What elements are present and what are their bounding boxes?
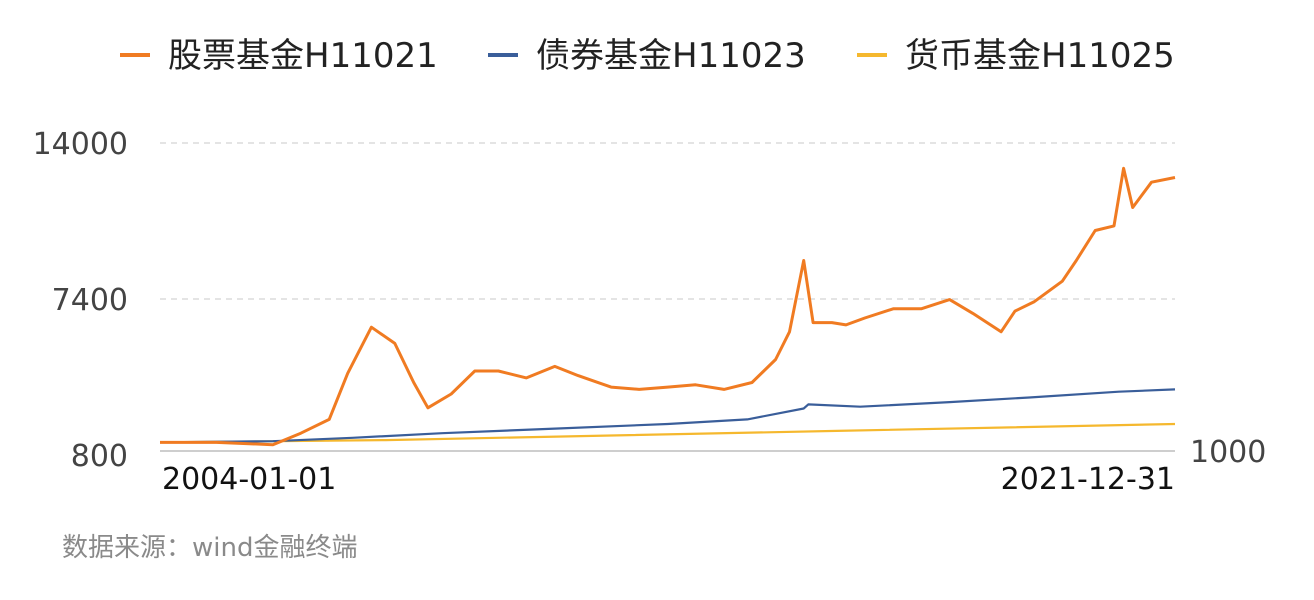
legend-label-money-fund: 货币基金H11025 bbox=[905, 36, 1175, 76]
data-source-note: 数据来源：wind金融终端 bbox=[62, 533, 357, 563]
gridlines bbox=[160, 142, 1175, 300]
legend: 股票基金H11021 债券基金H11023 货币基金H11025 bbox=[120, 36, 1175, 76]
legend-label-stock-fund: 股票基金H11021 bbox=[168, 36, 438, 76]
series-group bbox=[159, 166, 1176, 447]
y-tick-label-top: 14000 bbox=[33, 127, 128, 162]
stock-fund-line bbox=[160, 166, 1176, 447]
x-axis: 2004-01-01 2021-12-31 bbox=[162, 462, 1175, 497]
watermark: 头条 @银行螺丝钉 bbox=[1020, 557, 1236, 587]
bond-fund-line bbox=[159, 388, 1176, 444]
y-axis-left: 14000 7400 800 bbox=[33, 127, 128, 474]
y-tick-label-right: 1000 bbox=[1190, 435, 1266, 470]
x-tick-label-start: 2004-01-01 bbox=[162, 462, 336, 497]
x-tick-label-end: 2021-12-31 bbox=[1001, 462, 1175, 497]
y-tick-label-middle: 7400 bbox=[52, 283, 128, 318]
money-fund-line bbox=[159, 422, 1176, 444]
legend-label-bond-fund: 债券基金H11023 bbox=[536, 36, 806, 76]
y-tick-label-bottom: 800 bbox=[71, 439, 128, 474]
